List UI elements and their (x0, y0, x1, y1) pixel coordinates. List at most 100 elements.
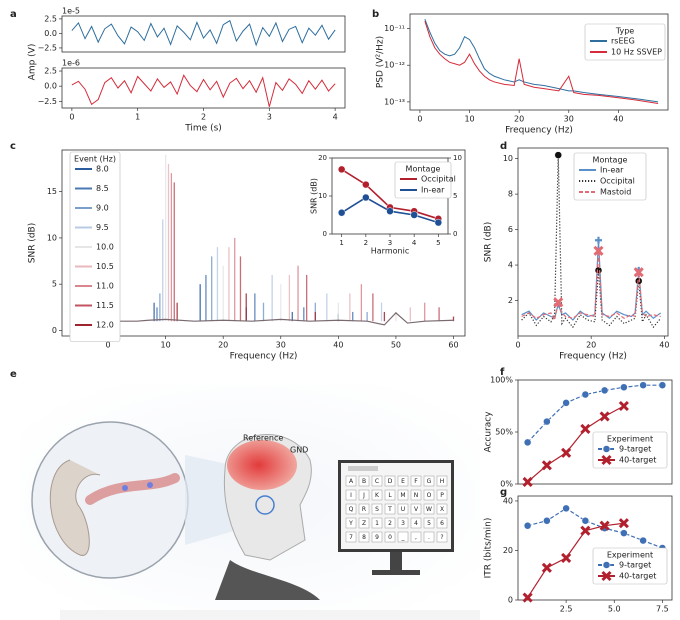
panel-label: g (500, 487, 507, 498)
key-label: B (362, 478, 366, 485)
legend-label: 8.0 (96, 165, 109, 174)
x-tick-label: 2 (201, 113, 206, 122)
marker (522, 476, 533, 487)
marker (602, 445, 611, 453)
y-tick-label: 8 (508, 190, 513, 199)
earpiece (85, 473, 180, 505)
marker (639, 381, 647, 389)
x-tick-label: 3 (388, 239, 392, 247)
key-label: G (427, 478, 432, 485)
key (436, 503, 448, 515)
marker (639, 536, 647, 545)
key-label: 0 (388, 534, 392, 541)
key-label: 7 (349, 534, 353, 541)
x-tick-label: 2.5 (560, 605, 573, 614)
key-label: 2 (388, 520, 392, 527)
marker (337, 208, 346, 217)
legend-label: 10.0 (96, 243, 114, 252)
marker (541, 562, 552, 573)
series-line (424, 19, 659, 103)
y-tick-label: 20 (503, 546, 513, 555)
key-label: P (440, 492, 444, 499)
marker (434, 218, 443, 227)
marker (593, 245, 604, 256)
monitor-base (372, 570, 420, 575)
panel-label: f (500, 367, 505, 378)
marker (581, 390, 590, 399)
y-tick-label: 0.0 (44, 82, 57, 91)
key (436, 475, 448, 487)
y-tick-label: 10 (503, 154, 513, 163)
y-tick-label: 0 (323, 230, 327, 238)
marker (633, 267, 644, 278)
series-line (527, 522, 624, 598)
legend-title: Experiment (607, 551, 653, 560)
legend-title: Type (615, 27, 634, 36)
marker (599, 520, 610, 531)
x-axis-label: Time (s) (184, 124, 222, 134)
key (410, 489, 422, 501)
key-label: H (440, 478, 445, 485)
text-bar (348, 466, 378, 471)
x-tick-label: 30 (564, 115, 574, 124)
key-label: R (362, 506, 366, 513)
marker (362, 180, 370, 189)
series-line (521, 155, 662, 329)
marker (620, 383, 628, 392)
key-label: C (375, 478, 379, 485)
legend-label: 40-target (619, 456, 656, 465)
key-label: S (375, 506, 379, 513)
key-label: 8 (362, 534, 366, 541)
series-line (527, 384, 663, 443)
key-label: 3 (401, 520, 405, 527)
marker (553, 297, 564, 308)
panel-label: e (10, 369, 17, 380)
chair (215, 560, 320, 600)
marker (581, 517, 590, 525)
keyboard: A B C D E F G H I J K L M N O P Q R S T U V W X Y Z 1 2 3 4 5 6 7 8 9 0 _,.? (345, 475, 448, 543)
illustration: Reference GND (20, 385, 480, 620)
marker (601, 454, 612, 466)
x-tick-label: 0 (417, 115, 422, 124)
marker (561, 552, 572, 563)
key (423, 489, 435, 501)
y-tick-label: 0 (52, 326, 57, 335)
y-tick-label: 20 (318, 154, 327, 162)
y-tick-label: 2.5 (44, 14, 57, 23)
label: Reference (243, 434, 283, 443)
marker (562, 504, 570, 513)
key (371, 489, 383, 501)
key-label: J (362, 492, 365, 499)
y-axis-label: Amp (V) (28, 44, 38, 81)
offset-label: 1e-6 (62, 59, 80, 68)
key (345, 517, 357, 529)
key (397, 475, 409, 487)
key (436, 517, 448, 529)
legend-label: 9.0 (96, 204, 109, 213)
y-tick-label: 2 (508, 296, 513, 305)
x-tick-label: 20 (586, 341, 596, 350)
legend-label: 9.5 (96, 223, 109, 232)
marker (522, 592, 533, 603)
x-tick-label: 60 (448, 341, 458, 350)
key-label: U (401, 506, 405, 513)
y-tick-label: 0% (500, 480, 513, 489)
y-tick-label: 0.0 (44, 29, 57, 38)
key (410, 517, 422, 529)
marker (561, 447, 572, 458)
y-axis-label: ITR (bits/min) (484, 518, 494, 579)
x-tick-label: 50 (391, 341, 401, 350)
key (358, 489, 370, 501)
ear (49, 459, 101, 556)
key-label: , (415, 534, 417, 541)
y-tick-label: 10 (47, 233, 57, 242)
key (371, 503, 383, 515)
legend-label: 8.5 (96, 184, 109, 193)
marker (658, 381, 667, 389)
legend-label: 10 Hz SSVEP (611, 48, 662, 57)
legend-label: Occipital (421, 175, 456, 184)
x-tick-label: 40 (659, 341, 669, 350)
key (384, 489, 396, 501)
y-tick-label: 100% (490, 376, 513, 385)
series-line (71, 74, 336, 107)
